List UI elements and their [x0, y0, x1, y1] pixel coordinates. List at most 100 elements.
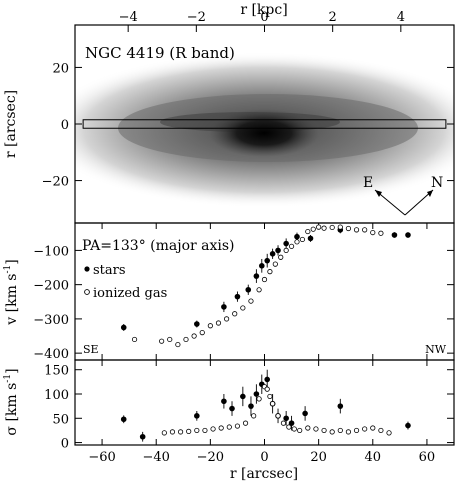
dispersion-gas-point — [321, 427, 327, 434]
top-kpc-tick-label: −2 — [187, 10, 206, 25]
dispersion-star-point — [302, 410, 308, 417]
top-kpc-tick-label: −4 — [119, 10, 138, 25]
dispersion-gas-point — [234, 423, 241, 429]
bottom-x-tick-label: 60 — [419, 450, 436, 465]
velocity-y-label-sup: -1 — [3, 265, 13, 274]
top-axis-label: r [kpc] — [240, 2, 287, 18]
dispersion-panel-frame — [74, 359, 455, 446]
dispersion-y-tick-label: 150 — [44, 364, 69, 379]
dispersion-panel: 0 50 100 150 −60 −40 −20 0 20 40 60 σ [km s-1] r [… — [3, 359, 455, 482]
galaxy-core — [209, 109, 319, 157]
dispersion-gas-point — [194, 427, 200, 434]
bottom-x-tick-label: −60 — [88, 450, 115, 465]
north-arrowhead — [427, 190, 433, 197]
velocity-gas-point — [337, 224, 343, 230]
dispersion-y-label-end: ] — [4, 368, 20, 373]
dispersion-gas-point — [362, 426, 368, 432]
velocity-gas-point — [248, 298, 254, 304]
dispersion-star-point — [288, 420, 295, 426]
velocity-gas-point — [283, 247, 289, 253]
slit-box — [82, 119, 447, 129]
dispersion-gas-point — [305, 425, 311, 431]
velocity-gas-point — [261, 276, 268, 283]
image-y-axis-label: r [arcsec] — [3, 90, 19, 158]
bottom-x-tick-label: 20 — [310, 450, 327, 465]
dispersion-gas-point — [226, 424, 232, 430]
dispersion-marks — [120, 369, 411, 442]
velocity-gas-point — [272, 261, 278, 267]
dispersion-gas-point — [329, 429, 335, 435]
velocity-gas-point — [278, 254, 284, 260]
dispersion-y-tick-label: 0 — [61, 437, 69, 452]
velocity-star-point — [264, 257, 271, 264]
image-y-tick-label: 20 — [52, 61, 69, 76]
bottom-axis-label: r [arcsec] — [230, 466, 298, 482]
dispersion-gas-point — [353, 427, 360, 434]
velocity-gas-point — [362, 227, 368, 233]
dispersion-gas-point — [267, 393, 273, 400]
dispersion-gas-point — [242, 420, 249, 426]
dispersion-panel-ticks: 0 50 100 150 −60 −40 −20 0 20 40 60 — [44, 360, 454, 465]
east-arrowhead — [375, 190, 382, 197]
velocity-star-point — [283, 240, 289, 247]
dispersion-gas-point — [280, 420, 287, 426]
velocity-y-tick-label: −200 — [33, 279, 69, 294]
compass-north-label: N — [431, 175, 443, 191]
velocity-y-label-end: ] — [4, 259, 20, 264]
velocity-y-tick-label: −400 — [33, 347, 69, 362]
compass: E N — [363, 175, 443, 216]
dispersion-y-label-sup: -1 — [3, 374, 13, 383]
dispersion-gas-point — [286, 424, 292, 430]
velocity-gas-point — [183, 336, 189, 343]
velocity-gas-point — [175, 341, 181, 348]
dispersion-gas-point — [313, 426, 319, 432]
top-kpc-tick-label: 4 — [397, 10, 405, 25]
dispersion-gas-point — [275, 413, 281, 419]
dispersion-star-point — [283, 415, 289, 422]
dispersion-star-point — [194, 413, 200, 419]
velocity-star-point — [253, 273, 260, 279]
dispersion-star-point — [139, 433, 146, 440]
legend-gas-marker — [84, 289, 90, 295]
dispersion-star-point — [120, 416, 127, 423]
dispersion-gas-point — [177, 429, 184, 435]
dispersion-gas-point — [337, 427, 343, 434]
dispersion-star-point — [337, 403, 344, 409]
dispersion-star-point — [221, 398, 227, 405]
dispersion-gas-point — [186, 428, 192, 434]
velocity-y-tick-label: −300 — [33, 313, 69, 328]
velocity-star-point — [307, 235, 314, 242]
compass-east-label: E — [363, 175, 373, 191]
legend-stars-marker — [84, 266, 90, 272]
legend-gas-label: ionized gas — [93, 286, 167, 301]
velocity-star-point — [221, 304, 227, 310]
dispersion-gas-point — [256, 396, 262, 402]
dispersion-y-axis-label: σ [km s-1] — [3, 368, 20, 435]
velocity-gas-point — [294, 239, 300, 245]
velocity-gas-point — [370, 229, 376, 236]
bottom-x-tick-label: 40 — [365, 450, 382, 465]
velocity-gas-point — [232, 311, 238, 317]
velocity-y-tick-label: −100 — [33, 244, 69, 259]
top-kpc-tick-label: 0 — [260, 10, 268, 25]
velocity-gas-point — [267, 269, 273, 275]
pa-annotation: PA=133° (major axis) — [82, 238, 235, 254]
top-kpc-tick-label: 2 — [329, 10, 337, 25]
velocity-star-point — [120, 324, 127, 331]
velocity-gas-point — [256, 287, 262, 293]
velocity-gas-point — [345, 225, 352, 232]
velocity-gas-point — [378, 230, 384, 236]
dispersion-gas-point — [378, 427, 384, 434]
velocity-gas-point — [159, 338, 165, 344]
velocity-star-point — [234, 293, 241, 300]
velocity-star-point — [269, 251, 276, 257]
velocity-star-point — [294, 233, 300, 240]
dispersion-gas-point — [297, 427, 303, 434]
velocity-gas-point — [207, 323, 213, 329]
velocity-star-point — [258, 263, 265, 269]
velocity-star-point — [245, 286, 252, 293]
dispersion-gas-point — [251, 413, 257, 419]
